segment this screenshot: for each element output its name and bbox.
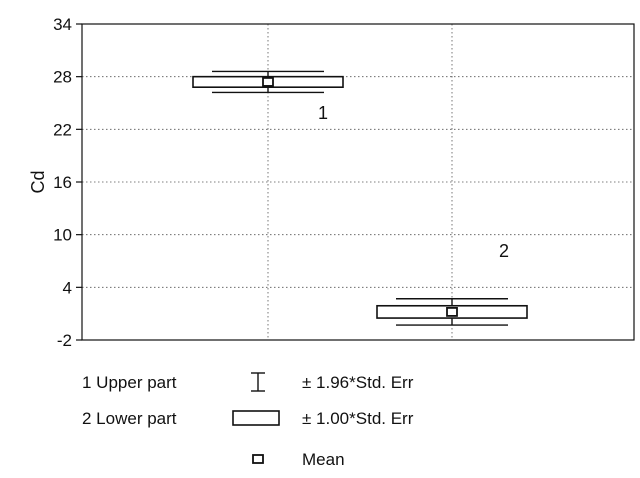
group-label: 2	[499, 241, 509, 261]
box-groups: 12	[192, 70, 528, 326]
legend-box-text: ± 1.00*Std. Err	[302, 409, 414, 428]
legend: 1 Upper part 2 Lower part ± 1.96*Std. Err ±…	[82, 372, 414, 469]
y-axis-label: Cd	[28, 170, 48, 193]
legend-group-entry: 1 Upper part	[82, 373, 177, 392]
y-tick-label: 16	[53, 173, 72, 192]
legend-group-entry: 2 Lower part	[82, 409, 177, 428]
y-axis: -2 4 10 16 22 28 34	[53, 15, 82, 350]
box-group-1: 1	[192, 70, 344, 123]
grid-lines	[82, 24, 634, 340]
y-tick-label: 10	[53, 226, 72, 245]
legend-mean-text: Mean	[302, 450, 345, 469]
mean-marker	[262, 77, 274, 87]
mean-marker	[446, 307, 458, 317]
group-label: 1	[318, 103, 328, 123]
legend-whisker-text: ± 1.96*Std. Err	[302, 373, 414, 392]
y-tick-label: 34	[53, 15, 72, 34]
legend-box-symbol	[232, 410, 280, 426]
y-tick-label: 22	[53, 120, 72, 139]
y-tick-label: -2	[57, 331, 72, 350]
y-tick-label: 4	[63, 278, 72, 297]
legend-mean-symbol	[252, 454, 264, 464]
y-tick-label: 28	[53, 68, 72, 87]
box-group-2: 2	[376, 241, 528, 326]
